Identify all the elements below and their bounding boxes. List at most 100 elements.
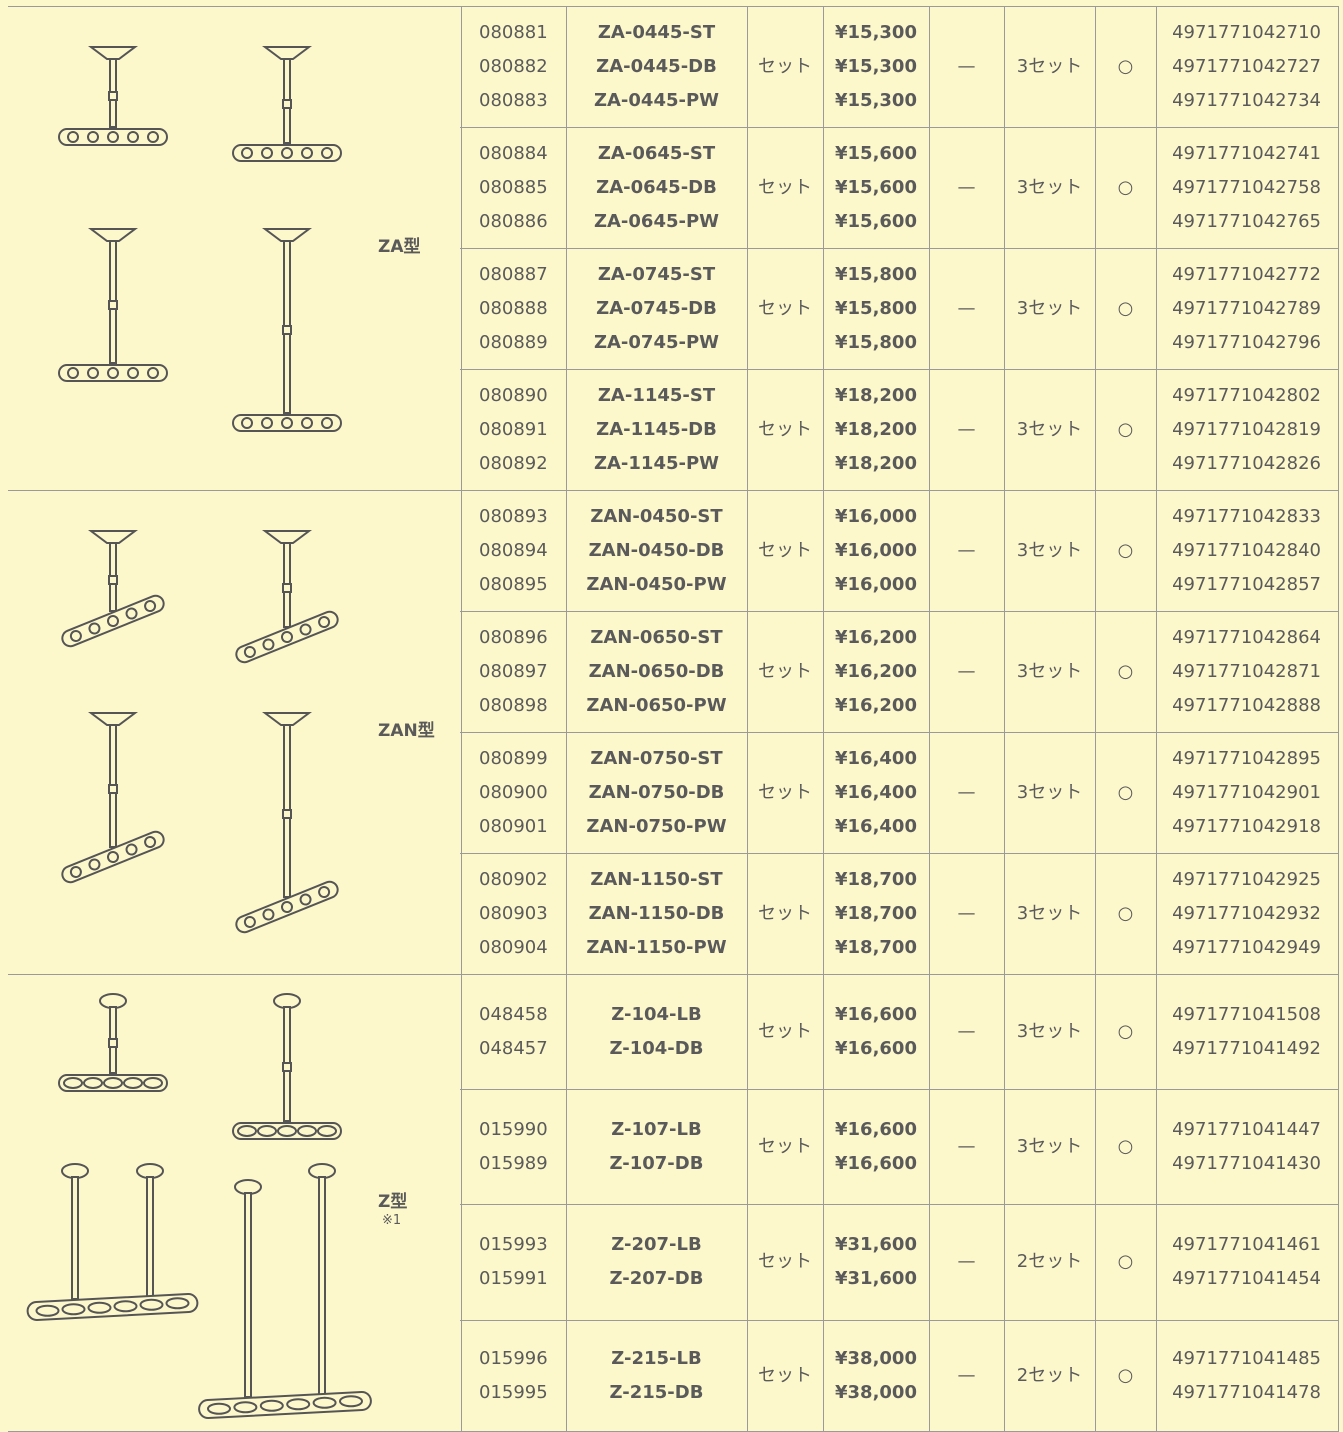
drawing	[108, 1038, 118, 1048]
names-text: ZA-0645-DB	[596, 176, 717, 198]
prices-text: ¥16,600	[835, 1003, 917, 1025]
unit-text: セット	[758, 1251, 812, 1272]
drawing	[235, 880, 339, 934]
drawing	[123, 1077, 143, 1089]
cell-prices: ¥15,600 ¥15,600 ¥15,600	[823, 127, 930, 249]
cell-prices: ¥16,400 ¥16,400 ¥16,400	[823, 732, 930, 854]
cell-sets: 3セット	[1004, 490, 1096, 612]
jan-text: 4971771042734	[1172, 89, 1321, 111]
drawing	[107, 615, 119, 627]
drawing	[88, 228, 138, 242]
names-text: Z-104-DB	[609, 1037, 704, 1059]
drawing	[235, 530, 339, 664]
drawing	[281, 631, 293, 643]
prices-text: ¥31,600	[835, 1268, 917, 1289]
cell-unit: セット	[747, 1320, 824, 1432]
sets-text: 3セット	[1016, 902, 1083, 924]
drawing	[58, 46, 168, 146]
drawing	[232, 1122, 342, 1140]
cell-dash: —	[929, 1204, 1005, 1321]
names-text: ZAN-0450-DB	[588, 539, 725, 561]
names-text: Z-215-LB	[611, 1347, 702, 1369]
sets-text: 3セット	[1016, 781, 1083, 803]
cell-mark: ○	[1095, 732, 1157, 854]
cell-names: ZA-0745-ST ZA-0745-DB ZA-0745-PW	[566, 248, 748, 370]
dash-text: —	[957, 1135, 976, 1157]
cell-mark: ○	[1095, 853, 1157, 975]
jan-text: 4971771041492	[1172, 1037, 1321, 1059]
mark-text: ○	[1117, 660, 1134, 682]
sets-text: 3セット	[1016, 176, 1083, 198]
jan-text: 4971771041485	[1172, 1347, 1321, 1369]
drawing	[147, 131, 159, 143]
names-text: ZA-0745-ST	[597, 263, 716, 285]
unit-text: セット	[758, 539, 812, 561]
cell-sets: 2セット	[1004, 1204, 1096, 1321]
drawing	[261, 147, 273, 159]
mark-text: ○	[1117, 1251, 1134, 1272]
drawing	[318, 886, 331, 899]
cell-mark: ○	[1095, 248, 1157, 370]
cell-jan: 4971771041447 4971771041430	[1156, 1089, 1339, 1205]
sets-text: 3セット	[1016, 1135, 1083, 1157]
codes-text: 080888	[479, 297, 548, 319]
names-text: Z-107-DB	[609, 1152, 704, 1174]
cell-dash: —	[929, 611, 1005, 733]
sets-text: 3セット	[1016, 1020, 1083, 1042]
drawing	[61, 1303, 86, 1316]
drawing	[61, 830, 165, 884]
cell-prices: ¥16,200 ¥16,200 ¥16,200	[823, 611, 930, 733]
prices-text: ¥15,800	[835, 263, 917, 285]
drawing	[262, 908, 275, 921]
jan-text: 4971771042758	[1172, 176, 1321, 198]
cell-names: Z-207-LB Z-207-DB	[566, 1204, 748, 1321]
codes-text: 015995	[479, 1381, 548, 1403]
unit-text: セット	[758, 1364, 812, 1386]
mark-text: ○	[1117, 55, 1134, 77]
names-text: ZAN-1150-PW	[586, 936, 727, 958]
cell-mark: ○	[1095, 974, 1157, 1090]
prices-text: ¥15,300	[835, 89, 917, 111]
drawing	[61, 594, 165, 648]
codes-text: 080899	[479, 747, 548, 769]
drawing	[63, 1077, 83, 1089]
cell-sets: 3セット	[1004, 853, 1096, 975]
cell-jan: 4971771042864 4971771042871 4971771042888	[1156, 611, 1339, 733]
codes-text: 080890	[479, 384, 548, 406]
drawing	[262, 46, 312, 60]
prices-text: ¥18,200	[835, 452, 917, 474]
sets-text: 3セット	[1016, 660, 1083, 682]
drawing	[262, 712, 312, 726]
jan-text: 4971771042840	[1172, 539, 1321, 561]
drawing	[88, 712, 138, 726]
jan-text: 4971771042833	[1172, 505, 1321, 527]
drawing	[87, 1301, 112, 1314]
drawing	[286, 1398, 311, 1411]
codes-text: 080893	[479, 505, 548, 527]
drawing	[67, 131, 79, 143]
drawing	[232, 414, 342, 432]
cell-dash: —	[929, 1320, 1005, 1432]
names-text: ZAN-0450-ST	[590, 505, 723, 527]
drawing	[237, 1125, 257, 1137]
drawing	[232, 144, 342, 162]
jan-text: 4971771042741	[1172, 142, 1321, 164]
jan-text: 4971771042727	[1172, 55, 1321, 77]
codes-text: 080897	[479, 660, 548, 682]
codes-text: 080900	[479, 781, 548, 803]
drawing	[281, 901, 293, 913]
names-text: ZAN-0750-DB	[588, 781, 725, 803]
sets-text: 3セット	[1016, 55, 1083, 77]
cell-mark: ○	[1095, 1089, 1157, 1205]
cell-codes: 015993 015991	[460, 1204, 567, 1321]
codes-text: 080902	[479, 868, 548, 890]
cell-sets: 3セット	[1004, 127, 1096, 249]
drawing	[277, 1125, 297, 1137]
jan-text: 4971771042932	[1172, 902, 1321, 924]
drawing	[139, 1298, 164, 1311]
jan-text: 4971771042901	[1172, 781, 1321, 803]
codes-text: 015993	[479, 1234, 548, 1255]
jan-text: 4971771041447	[1172, 1118, 1321, 1140]
